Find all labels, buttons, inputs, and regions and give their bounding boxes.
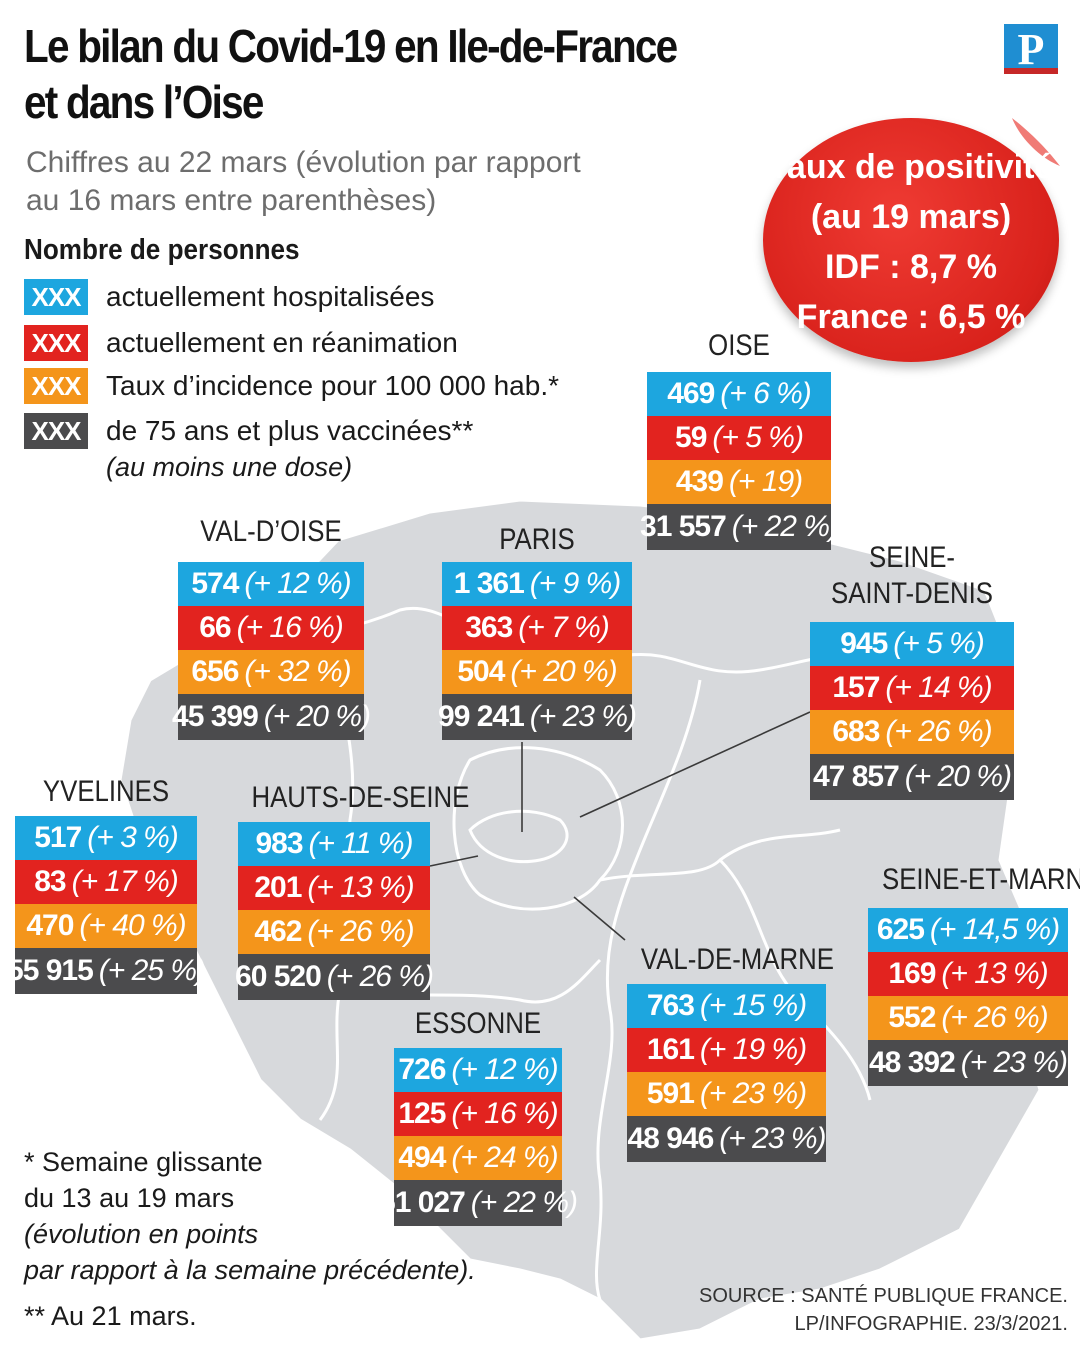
positivity-line-3: IDF : 8,7 %	[825, 248, 997, 286]
footnote-line: par rapport à la semaine précédente).	[24, 1255, 476, 1285]
incidence-cell: 439 (+ 19)	[647, 460, 831, 504]
icu-cell: 201 (+ 13 %)	[238, 866, 430, 910]
hospitalised-cell: 469 (+ 6 %)	[647, 372, 831, 416]
hospitalised-cell: 983 (+ 11 %)	[238, 822, 430, 866]
hospitalised-cell: 625 (+ 14,5 %)	[868, 908, 1068, 952]
vaccinated-cell: 51 027 (+ 22 %)	[379, 1180, 578, 1226]
region-paris: PARIS 1 361 (+ 9 %) 363 (+ 7 %) 504 (+ 20 %…	[438, 522, 637, 740]
vaccinated-cell: 45 399 (+ 20 %)	[172, 694, 371, 740]
vaccinated-cell: 55 915 (+ 25 %)	[7, 948, 206, 994]
legend-item-hospitalised: XXX actuellement hospitalisées	[24, 279, 434, 315]
region-seine-saint-denis: SEINE- SAINT-DENIS 945 (+ 5 %) 157 (+ 14 %…	[810, 540, 1014, 800]
region-seine-et-marne: SEINE-ET-MARNE 625 (+ 14,5 %) 169 (+ 13 %)…	[868, 862, 1080, 1086]
icu-cell: 83 (+ 17 %)	[15, 860, 197, 904]
legend-swatch-gray: XXX	[24, 413, 88, 449]
region-name: VAL-DE-MARNE	[640, 943, 834, 976]
map-border-petite-couronne	[452, 746, 624, 911]
hospitalised-cell: 574 (+ 12 %)	[178, 562, 364, 606]
legend-item-incidence: XXX Taux d’incidence pour 100 000 hab.*	[24, 368, 559, 404]
region-name-line-2: SAINT-DENIS	[830, 577, 994, 610]
legend-title: Nombre de personnes	[24, 234, 300, 266]
incidence-cell: 552 (+ 26 %)	[868, 996, 1068, 1040]
source-line-2: LP/INFOGRAPHIE. 23/3/2021.	[794, 1313, 1068, 1335]
legend-note: (au moins une dose)	[106, 452, 353, 482]
leader-line-val-de-marne	[573, 896, 626, 941]
source-credit: SOURCE : SANTÉ PUBLIQUE FRANCE. LP/INFOG…	[699, 1282, 1068, 1338]
icu-cell: 157 (+ 14 %)	[810, 666, 1014, 710]
region-essonne: ESSONNE 726 (+ 12 %) 125 (+ 16 %) 494 (+ 24…	[379, 1006, 578, 1226]
subtitle-line-1: Chiffres au 22 mars (évolution par rappo…	[26, 146, 581, 179]
map-border-seine-et-marne	[594, 679, 702, 1301]
icu-cell: 59 (+ 5 %)	[647, 416, 831, 460]
region-name: SEINE-ET-MARNE	[882, 863, 1080, 896]
region-name-line-1: SEINE-	[868, 541, 956, 574]
vaccinated-cell: 31 557 (+ 22 %)	[640, 504, 839, 550]
page-subtitle: Chiffres au 22 mars (évolution par rappo…	[26, 144, 581, 220]
legend-label: de 75 ans et plus vaccinées**	[106, 415, 474, 446]
region-yvelines: YVELINES 517 (+ 3 %) 83 (+ 17 %) 470 (+ 40 …	[7, 774, 206, 994]
title-line-2: et dans l’Oise	[24, 76, 264, 128]
legend-item-vaccinated: XXX de 75 ans et plus vaccinées**	[24, 413, 473, 449]
vaccinated-cell: 60 520 (+ 26 %)	[235, 954, 434, 1000]
leader-line-seine-saint-denis	[579, 711, 811, 818]
region-name: OISE	[708, 329, 770, 362]
incidence-cell: 656 (+ 32 %)	[178, 650, 364, 694]
map-border-paris	[468, 809, 569, 864]
region-val-de-marne: VAL-DE-MARNE 763 (+ 15 %) 161 (+ 19 %) 591…	[627, 942, 834, 1162]
icu-cell: 363 (+ 7 %)	[442, 606, 632, 650]
region-name: PARIS	[499, 523, 575, 556]
hospitalised-cell: 1 361 (+ 9 %)	[442, 562, 632, 606]
region-name: ESSONNE	[414, 1007, 542, 1040]
positivity-line-2: (au 19 mars)	[810, 198, 1012, 236]
hospitalised-cell: 726 (+ 12 %)	[394, 1048, 562, 1092]
incidence-cell: 470 (+ 40 %)	[15, 904, 197, 948]
legend-swatch-red: XXX	[24, 325, 88, 361]
footnote-line: * Semaine glissante	[24, 1147, 263, 1177]
footnote-incidence: * Semaine glissante du 13 au 19 mars (év…	[24, 1144, 476, 1288]
footnote-line: du 13 au 19 mars	[24, 1183, 235, 1213]
positivity-text: Taux de positivité (au 19 mars) IDF : 8,…	[763, 142, 1059, 342]
legend-swatch-orange: XXX	[24, 368, 88, 404]
page-title: Le bilan du Covid-19 en Ile-de-France et…	[24, 18, 678, 130]
legend-swatch-blue: XXX	[24, 279, 88, 315]
region-name: HAUTS-DE-SEINE	[251, 781, 470, 814]
icu-cell: 169 (+ 13 %)	[868, 952, 1068, 996]
legend-label: actuellement en réanimation	[106, 327, 458, 358]
legend-item-icu: XXX actuellement en réanimation	[24, 325, 458, 361]
sticker-peel-icon	[1012, 118, 1060, 166]
vaccinated-cell: 48 946 (+ 23 %)	[627, 1116, 826, 1162]
le-parisien-logo: P	[1004, 24, 1058, 74]
hospitalised-cell: 517 (+ 3 %)	[15, 816, 197, 860]
positivity-line-4: France : 6,5 %	[796, 298, 1026, 336]
positivity-bubble	[763, 118, 1059, 362]
vaccinated-cell: 99 241 (+ 23 %)	[438, 694, 637, 740]
icu-cell: 125 (+ 16 %)	[394, 1092, 562, 1136]
subtitle-line-2: au 16 mars entre parenthèses)	[26, 184, 437, 217]
region-name: YVELINES	[42, 775, 170, 808]
source-line-1: SOURCE : SANTÉ PUBLIQUE FRANCE.	[699, 1285, 1068, 1307]
incidence-cell: 462 (+ 26 %)	[238, 910, 430, 954]
footnote-vaccination-date: ** Au 21 mars.	[24, 1301, 197, 1331]
hospitalised-cell: 945 (+ 5 %)	[810, 622, 1014, 666]
region-val-d-oise: VAL-D’OISE 574 (+ 12 %) 66 (+ 16 %) 656 (+ …	[172, 514, 371, 740]
region-name: VAL-D’OISE	[200, 515, 342, 548]
vaccinated-cell: 48 392 (+ 23 %)	[868, 1040, 1068, 1086]
leader-line-hauts-de-seine	[429, 855, 479, 867]
hospitalised-cell: 763 (+ 15 %)	[627, 984, 826, 1028]
positivity-line-1: Taux de positivité	[768, 148, 1054, 186]
icu-cell: 66 (+ 16 %)	[178, 606, 364, 650]
icu-cell: 161 (+ 19 %)	[627, 1028, 826, 1072]
title-line-1: Le bilan du Covid-19 en Ile-de-France	[24, 20, 678, 72]
region-oise: OISE 469 (+ 6 %) 59 (+ 5 %) 439 (+ 19) 31 5…	[640, 328, 839, 550]
legend-label: Taux d’incidence pour 100 000 hab.*	[106, 370, 560, 401]
region-hauts-de-seine: HAUTS-DE-SEINE 983 (+ 11 %) 201 (+ 13 %) 4…	[235, 780, 470, 1000]
vaccinated-cell: 47 857 (+ 20 %)	[810, 754, 1014, 800]
incidence-cell: 683 (+ 26 %)	[810, 710, 1014, 754]
incidence-cell: 504 (+ 20 %)	[442, 650, 632, 694]
incidence-cell: 591 (+ 23 %)	[627, 1072, 826, 1116]
incidence-cell: 494 (+ 24 %)	[394, 1136, 562, 1180]
footnote-line: (évolution en points	[24, 1219, 259, 1249]
legend-label: actuellement hospitalisées	[106, 281, 435, 312]
